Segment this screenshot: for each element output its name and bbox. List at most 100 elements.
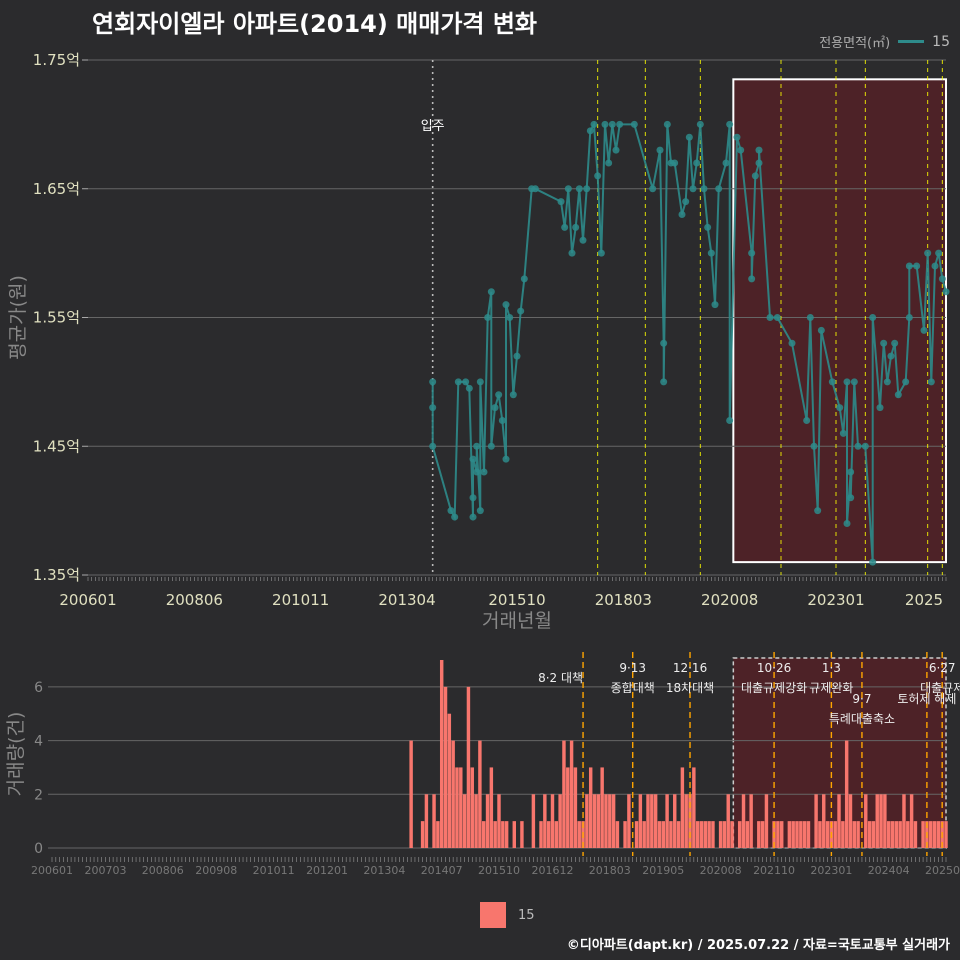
legend-bar-label: 15 xyxy=(518,907,535,923)
volume-bar xyxy=(481,821,486,848)
price-point xyxy=(520,275,528,283)
volume-bar xyxy=(474,794,478,848)
price-point xyxy=(847,494,855,502)
volume-bar xyxy=(741,794,746,848)
price-point xyxy=(810,442,818,450)
price-point xyxy=(498,417,506,424)
price-point xyxy=(847,468,855,476)
volume-bar xyxy=(913,821,918,848)
price-point xyxy=(656,146,664,154)
volume-bar xyxy=(546,821,551,848)
price-y-tick-label: 1.35억 xyxy=(33,566,80,584)
volume-bar xyxy=(779,821,784,848)
volume-bar xyxy=(650,794,654,848)
price-x-tick-label: 201011 xyxy=(272,591,329,609)
price-point xyxy=(491,404,499,412)
price-point xyxy=(502,455,510,463)
volume-bar xyxy=(883,794,887,848)
price-point xyxy=(568,249,576,257)
volume-bar xyxy=(822,794,826,848)
price-point xyxy=(891,339,899,347)
volume-bar xyxy=(466,686,471,848)
volume-y-tick-label: 0 xyxy=(34,841,43,857)
price-point xyxy=(814,507,822,515)
price-point xyxy=(531,185,539,193)
page-title: 연회자이엘라 아파트(2014) 매매가격 변화 xyxy=(92,10,537,38)
legend-series-label: 15 xyxy=(932,33,950,50)
volume-bar xyxy=(726,794,730,848)
price-point xyxy=(843,378,851,386)
price-highlight-box xyxy=(732,78,947,564)
volume-bar xyxy=(420,821,425,848)
volume-y-tick-label: 4 xyxy=(34,734,43,750)
price-point xyxy=(605,159,613,167)
volume-bar xyxy=(634,821,639,848)
policy-label: 9·13 xyxy=(619,661,646,675)
price-x-tick-label: 2025 xyxy=(905,591,943,609)
price-point xyxy=(469,455,477,463)
price-point xyxy=(451,513,459,521)
volume-bar xyxy=(879,794,883,848)
price-point xyxy=(942,288,950,296)
price-point xyxy=(715,185,723,193)
volume-bar xyxy=(921,821,925,848)
price-point xyxy=(931,262,939,270)
volume-bar xyxy=(596,794,601,848)
price-point xyxy=(806,314,814,321)
price-point xyxy=(704,223,712,231)
price-point xyxy=(924,249,932,257)
price-point xyxy=(880,339,888,347)
volume-x-tick-label: 201510 xyxy=(478,864,520,877)
volume-bar xyxy=(852,821,857,848)
price-point xyxy=(751,172,759,180)
price-x-tick-label: 202301 xyxy=(807,591,864,609)
price-point xyxy=(927,378,935,386)
price-point xyxy=(608,120,616,128)
price-point xyxy=(561,223,569,231)
price-point xyxy=(913,262,921,270)
policy-label: 대출규제강화 xyxy=(741,681,807,695)
price-point xyxy=(722,159,730,167)
price-x-tick-label: 202008 xyxy=(701,591,758,609)
price-point xyxy=(612,146,620,154)
price-point xyxy=(905,314,913,321)
volume-bar xyxy=(776,821,780,848)
volume-bar xyxy=(604,794,608,848)
volume-x-tick-label: 200703 xyxy=(84,864,126,877)
price-point xyxy=(869,558,877,566)
price-y-tick-label: 1.55억 xyxy=(33,309,80,327)
price-point xyxy=(843,520,851,527)
price-point xyxy=(462,378,470,386)
policy-label: 18차대책 xyxy=(666,680,714,695)
volume-bar xyxy=(520,821,524,848)
price-point xyxy=(506,314,514,321)
source-footer: ©디아파트(dapt.kr) / 2025.07.22 / 자료=국토교통부 실… xyxy=(566,938,950,953)
price-point xyxy=(469,494,477,502)
volume-bar xyxy=(692,767,696,848)
volume-bar xyxy=(409,740,413,848)
price-point xyxy=(454,378,462,386)
price-point xyxy=(755,146,763,154)
price-point xyxy=(630,120,638,128)
volume-bar xyxy=(462,794,467,848)
volume-bar xyxy=(818,821,822,848)
price-point xyxy=(883,378,891,386)
volume-bar xyxy=(844,740,849,848)
volume-bar xyxy=(806,821,811,848)
volume-bar xyxy=(684,794,688,848)
price-point xyxy=(711,301,719,309)
volume-bar xyxy=(890,821,895,848)
volume-bar xyxy=(886,821,891,848)
price-x-axis-title: 거래년월 xyxy=(482,610,552,632)
volume-bar xyxy=(478,740,482,848)
price-point xyxy=(495,391,503,399)
volume-x-tick-label: 202110 xyxy=(753,864,795,877)
volume-bar xyxy=(833,821,837,848)
price-x-tick-label: 201304 xyxy=(378,591,435,609)
price-y-tick-label: 1.65억 xyxy=(33,180,80,198)
volume-bar xyxy=(825,821,830,848)
volume-bar xyxy=(737,821,742,848)
policy-label: 규제완화 xyxy=(809,681,853,695)
price-point xyxy=(469,513,477,521)
volume-bar xyxy=(848,794,853,848)
